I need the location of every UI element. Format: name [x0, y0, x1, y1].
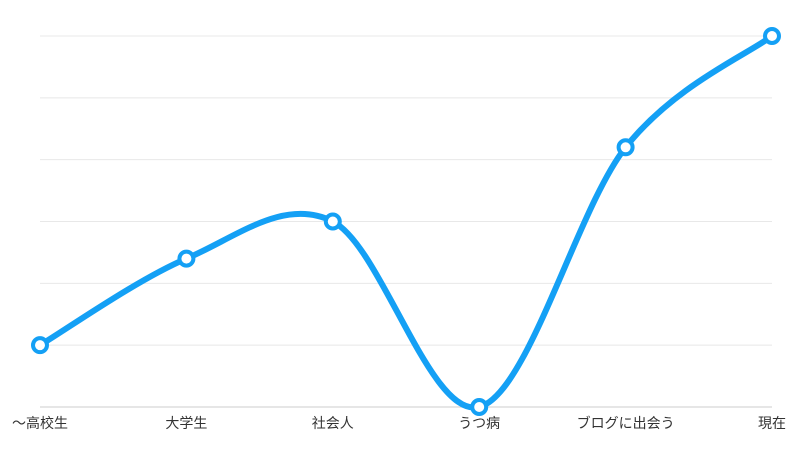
x-tick-label: うつ病: [458, 416, 500, 432]
point: [470, 398, 489, 416]
point: [616, 138, 635, 157]
point: [323, 212, 342, 231]
point: [177, 249, 196, 268]
x-tick-label: 社会人: [312, 416, 354, 432]
x-tick-label: 〜高校生: [12, 415, 68, 432]
x-tick-label: ブログに出会う: [577, 415, 675, 432]
x-tick-label: 現在: [758, 416, 786, 432]
point: [763, 27, 781, 45]
x-tick-label: 大学生: [165, 416, 207, 432]
point: [31, 336, 49, 355]
